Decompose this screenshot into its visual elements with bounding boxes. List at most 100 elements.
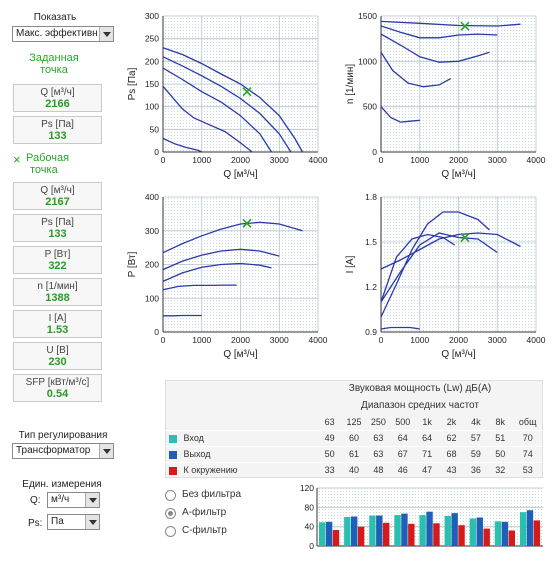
bar [433, 523, 440, 546]
sound-row-name: К окружению [183, 465, 238, 476]
sound-cell: 46 [397, 465, 408, 476]
sound-cell: 36 [470, 465, 481, 476]
op-value: 2167 [45, 196, 70, 208]
sound-row-name: Выход [183, 449, 211, 459]
sound-cell: 50 [324, 449, 335, 459]
freq-header: 2k [446, 416, 457, 427]
ps-unit-select[interactable]: Па [47, 514, 100, 530]
x-tick-label: 0 [379, 335, 384, 345]
sound-cell: 48 [373, 465, 384, 476]
bar [476, 517, 483, 546]
op-value: 322 [48, 260, 67, 272]
target-label: Ps [Па] [41, 119, 74, 130]
op-label: Ps [Па] [41, 217, 74, 228]
y-tick-label: 500 [363, 102, 377, 112]
bar [519, 512, 527, 546]
filter-option[interactable]: А-фильтр [165, 507, 275, 521]
x-tick-label: 0 [379, 155, 384, 165]
x-tick-label: 4000 [527, 335, 546, 345]
op-box: Q [м³/ч] 2167 [13, 182, 102, 210]
bar [325, 521, 333, 546]
sound-cell: 60 [348, 433, 359, 443]
x-tick-label: 3000 [270, 155, 289, 165]
op-label: n [1/мин] [37, 281, 78, 292]
radio-icon[interactable] [165, 526, 176, 537]
y-tick-label: 400 [145, 192, 159, 202]
series-line [380, 20, 521, 27]
target-value: 2166 [45, 98, 70, 110]
x-tick-label: 2000 [449, 335, 468, 345]
y-tick-label: 1.5 [365, 237, 377, 247]
y-axis-label: n [1/мин] [345, 64, 356, 104]
freq-header: 63 [324, 416, 335, 427]
q-unit-value: м³/ч [51, 494, 70, 505]
bar [332, 530, 340, 546]
sound-cell: 74 [522, 449, 533, 459]
sound-bar-chart: 120 80 40 0 [300, 483, 543, 551]
filter-option[interactable]: С-фильтр [165, 525, 275, 539]
bar [344, 517, 351, 546]
op-value: 0.54 [46, 388, 69, 400]
x-tick-label: 4000 [527, 155, 546, 165]
radio-icon[interactable] [165, 508, 176, 519]
y-tick-label: 1000 [358, 56, 377, 66]
x-tick-label: 3000 [270, 335, 289, 345]
op-label: SFP [кВт/м³/с] [25, 377, 90, 388]
bar [458, 525, 465, 546]
operating-point [242, 218, 252, 228]
operating-point-marker-icon: × [13, 152, 21, 167]
sound-cell: 61 [348, 449, 359, 459]
regulation-select[interactable]: Трансформатор [12, 443, 114, 459]
series-line [162, 137, 203, 153]
target-value: 133 [48, 130, 67, 142]
sound-cell: 64 [422, 433, 433, 443]
y-tick-label: 1500 [358, 11, 377, 21]
op-title-line2: точка [30, 164, 58, 176]
bar [357, 526, 365, 546]
y-tick-label: 0 [154, 147, 159, 157]
x-tick-label: 3000 [488, 335, 507, 345]
sound-row: К окружению 33 40 48 46 47 43 36 32 53 [165, 462, 543, 478]
chevron-down-icon[interactable] [85, 493, 99, 507]
legend-swatch [169, 434, 177, 443]
sound-cell: 49 [324, 433, 335, 443]
op-label: Q [м³/ч] [40, 185, 75, 196]
filter-option[interactable]: Без фильтра [165, 489, 275, 503]
target-label: Q [м³/ч] [40, 87, 75, 98]
x-tick-label: 4000 [309, 335, 328, 345]
series-line [380, 211, 490, 318]
y-axis-label: P [Вт] [127, 251, 138, 277]
sound-cell: 64 [397, 433, 408, 443]
q-unit-select[interactable]: м³/ч [47, 492, 100, 508]
y-axis-label: I [A] [345, 255, 356, 273]
bar [401, 513, 408, 546]
filter-label: А-фильтр [182, 507, 227, 518]
chevron-down-icon[interactable] [99, 444, 113, 458]
chevron-down-icon[interactable] [85, 515, 99, 529]
y-tick-label: 300 [145, 226, 159, 236]
x-tick-label: 1000 [410, 155, 429, 165]
line-chart: 0 1000 2000 3000 4000 0 50 100 150 200 250 300 Q [м³… [127, 11, 328, 180]
bar [376, 515, 383, 546]
bar-y-tick: 0 [309, 541, 314, 551]
series-line [380, 33, 490, 63]
series-line [162, 67, 273, 153]
radio-icon[interactable] [165, 490, 176, 501]
bar-y-tick: 120 [300, 483, 314, 493]
bar [508, 530, 515, 546]
units-label: Един. измерения [22, 479, 102, 490]
y-tick-label: 50 [150, 124, 160, 134]
line-chart: 0 1000 2000 3000 4000 0.9 1.2 1.5 1.8 Q [м³/ч] I [… [345, 192, 546, 360]
freq-header: 500 [395, 416, 411, 427]
x-tick-label: 1000 [192, 335, 211, 345]
freq-header: 1k [422, 416, 432, 427]
bar [319, 522, 326, 546]
sound-cell: 67 [397, 449, 408, 459]
op-box: P [Вт] 322 [13, 246, 102, 274]
y-tick-label: 100 [145, 102, 159, 112]
series-line [162, 56, 292, 153]
show-select[interactable]: Макс. эффективн [12, 26, 114, 42]
regulation-label: Тип регулирования [18, 430, 108, 441]
chevron-down-icon[interactable] [99, 27, 113, 41]
show-select-value: Макс. эффективн [16, 28, 98, 39]
